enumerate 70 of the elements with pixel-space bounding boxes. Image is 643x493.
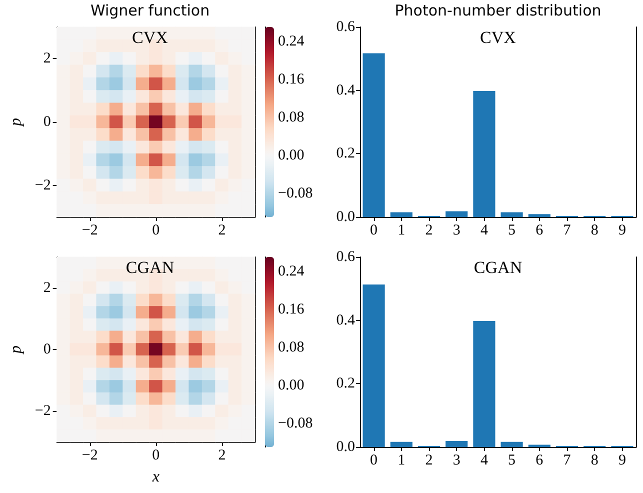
- color-bar-label: 0.00: [278, 147, 304, 164]
- x-tick-label: 2: [425, 222, 433, 238]
- bar: [362, 53, 385, 217]
- x-tick-label: 4: [480, 452, 488, 468]
- x-tick-label: 6: [536, 452, 544, 468]
- bar: [390, 212, 412, 217]
- x-tick-label: 2: [218, 448, 226, 464]
- bar: [500, 212, 523, 217]
- x-tick-label: 0: [152, 222, 160, 238]
- annotation: CVX: [132, 28, 168, 47]
- chart-title: Wigner function: [90, 2, 210, 20]
- annotation: CVX: [480, 28, 516, 47]
- x-tick-label: 1: [398, 452, 406, 468]
- y-tick-label: 0.2: [336, 146, 355, 162]
- y-tick-label: −2: [34, 177, 51, 194]
- x-tick-label: 4: [480, 222, 488, 238]
- y-tick-label: −2: [34, 403, 51, 420]
- x-tick-label: 8: [590, 222, 598, 238]
- y-axis-title: p: [8, 118, 24, 127]
- color-bar-label: 0.16: [278, 71, 305, 88]
- color-bar-label: 0.08: [278, 339, 304, 356]
- x-tick-label: 5: [508, 452, 516, 468]
- x-tick-label: 3: [452, 222, 460, 238]
- bar: [528, 214, 550, 217]
- bar: [446, 440, 468, 447]
- y-tick-label: 0.4: [336, 82, 356, 98]
- x-tick-label: 8: [590, 452, 598, 468]
- x-tick-label: 3: [452, 452, 460, 468]
- chart-title: Photon-number distribution: [394, 2, 602, 20]
- color-bar-label: 0.24: [278, 33, 305, 50]
- x-tick-label: 7: [563, 452, 572, 468]
- bar: [500, 442, 523, 447]
- x-tick-label: 2: [425, 452, 433, 468]
- y-tick-label: 2: [43, 280, 51, 296]
- y-axis-title: p: [8, 346, 24, 354]
- x-tick-label: 7: [563, 222, 572, 238]
- annotation: CGAN: [474, 258, 522, 277]
- bar: [473, 90, 496, 217]
- x-tick-label: 0: [370, 452, 378, 468]
- y-tick-label: 0.2: [336, 376, 355, 392]
- bar: [446, 211, 468, 217]
- y-tick-label: 0: [43, 342, 51, 358]
- x-tick-label: −2: [82, 448, 98, 464]
- x-axis-title: x: [151, 468, 160, 486]
- color-bar-label: 0.24: [278, 263, 305, 280]
- y-tick-label: 0.4: [336, 312, 356, 328]
- annotation: CGAN: [126, 258, 174, 277]
- x-tick-label: 2: [218, 222, 226, 238]
- color-bar-label: −0.08: [278, 185, 313, 202]
- y-tick-label: 0.6: [336, 19, 356, 35]
- x-tick-label: −2: [82, 222, 98, 238]
- color-bar-label: 0.08: [278, 109, 304, 126]
- x-tick-label: 0: [370, 222, 378, 238]
- x-tick-label: 0: [152, 448, 160, 464]
- x-tick-label: 9: [618, 452, 626, 468]
- x-tick-label: 6: [536, 222, 544, 238]
- color-bar-label: 0.16: [278, 301, 305, 318]
- color-bar-label: −0.08: [278, 415, 313, 432]
- bar: [473, 320, 496, 447]
- bar: [390, 442, 412, 447]
- y-tick-label: 0.6: [336, 249, 356, 265]
- y-tick-label: 0.0: [336, 209, 355, 225]
- x-tick-label: 1: [398, 222, 406, 238]
- color-bar-label: 0.00: [278, 377, 304, 394]
- y-tick-label: 2: [43, 50, 51, 67]
- x-tick-label: 5: [508, 222, 516, 238]
- x-tick-label: 9: [618, 222, 626, 238]
- y-tick-label: 0.0: [336, 439, 355, 455]
- bar: [362, 284, 385, 447]
- y-tick-label: 0: [43, 114, 51, 130]
